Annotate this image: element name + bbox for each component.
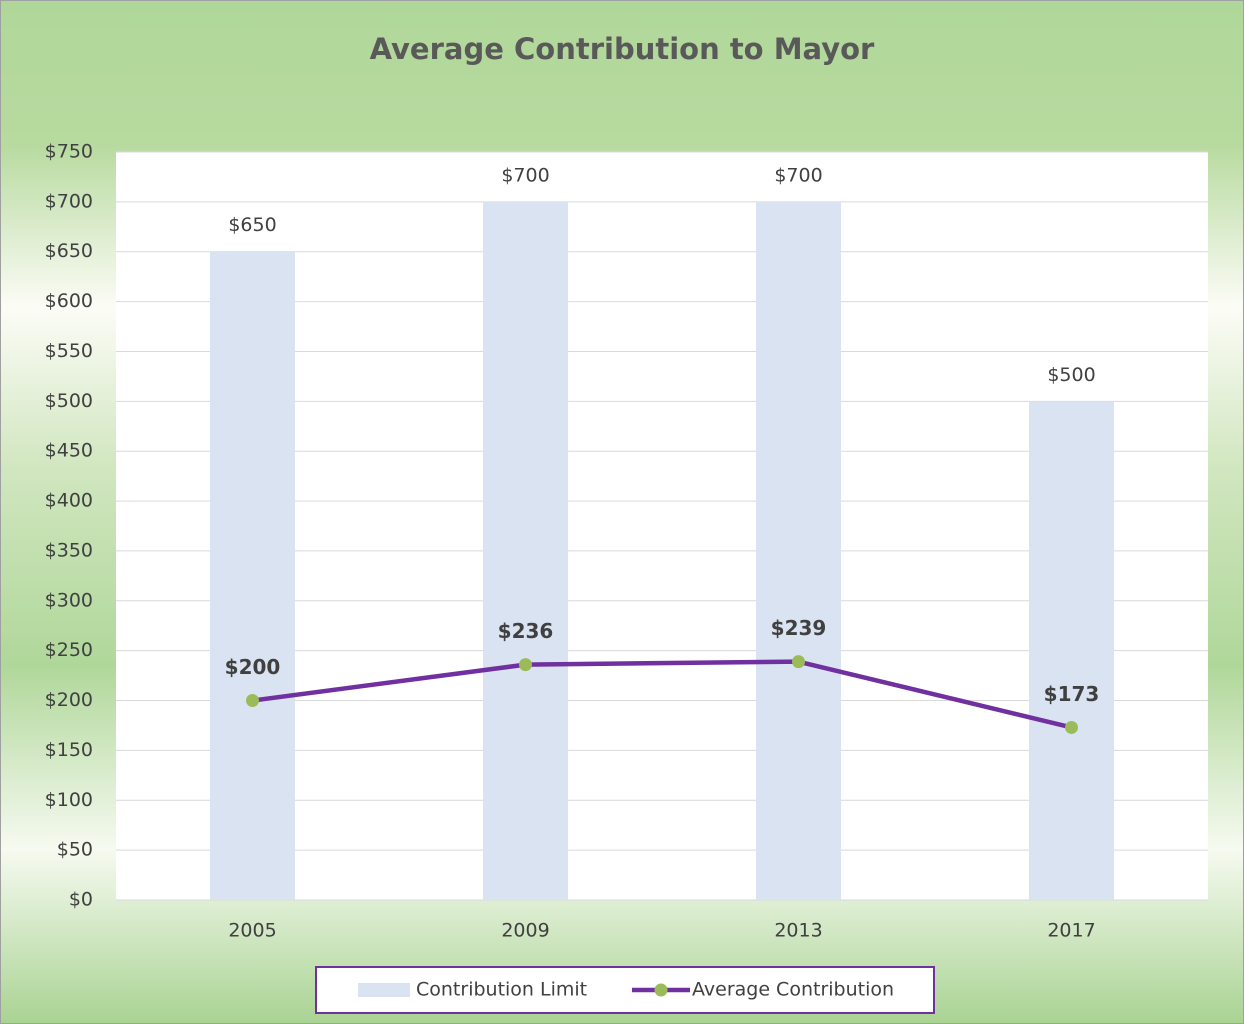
y-tick-label: $350 xyxy=(45,539,93,561)
bar-value-label: $650 xyxy=(228,214,276,236)
y-tick-label: $200 xyxy=(45,689,93,711)
y-tick-label: $600 xyxy=(45,290,93,312)
y-tick-label: $400 xyxy=(45,490,93,512)
line-value-label: $239 xyxy=(771,616,827,640)
y-tick-label: $450 xyxy=(45,440,93,462)
x-tick-label: 2013 xyxy=(774,920,822,942)
bar-value-label: $500 xyxy=(1047,364,1095,386)
marker xyxy=(246,694,259,708)
x-tick-label: 2017 xyxy=(1047,920,1095,942)
line-value-label: $173 xyxy=(1044,682,1100,706)
y-tick-label: $100 xyxy=(45,789,93,811)
legend-label: Average Contribution xyxy=(692,979,894,1001)
bar xyxy=(483,201,568,900)
y-tick-label: $150 xyxy=(45,739,93,761)
marker xyxy=(1065,720,1078,734)
y-tick-label: $700 xyxy=(45,190,93,212)
bar xyxy=(1029,401,1114,900)
line-value-label: $236 xyxy=(498,619,554,643)
marker xyxy=(519,658,532,672)
line-value-label: $200 xyxy=(225,655,281,679)
y-tick-label: $250 xyxy=(45,639,93,661)
legend-label: Contribution Limit xyxy=(416,979,587,1001)
y-tick-label: $650 xyxy=(45,240,93,262)
y-tick-label: $300 xyxy=(45,589,93,611)
chart-title: Average Contribution to Mayor xyxy=(370,32,875,66)
y-tick-label: $0 xyxy=(69,889,93,911)
y-tick-label: $50 xyxy=(57,839,93,861)
legend-swatch-marker xyxy=(654,983,668,997)
legend xyxy=(315,966,935,1014)
line xyxy=(252,659,1073,730)
bar xyxy=(210,251,295,900)
x-tick-label: 2009 xyxy=(501,920,549,942)
bar-value-label: $700 xyxy=(774,164,822,186)
marker xyxy=(792,655,805,669)
legend-swatch xyxy=(358,983,410,997)
bar-value-label: $700 xyxy=(501,164,549,186)
x-tick-label: 2005 xyxy=(228,920,276,942)
bar xyxy=(756,201,841,900)
y-tick-label: $500 xyxy=(45,390,93,412)
y-tick-label: $750 xyxy=(45,141,93,163)
plot-area xyxy=(116,152,1208,900)
y-tick-label: $550 xyxy=(45,340,93,362)
